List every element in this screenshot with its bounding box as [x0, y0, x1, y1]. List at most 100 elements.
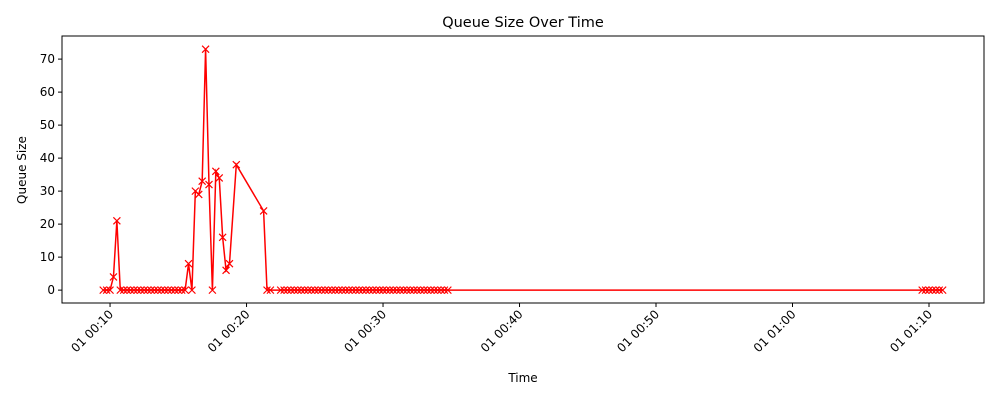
- data-marker: [184, 259, 193, 268]
- data-marker: [225, 259, 234, 268]
- data-marker: [133, 286, 142, 295]
- data-marker: [413, 286, 422, 295]
- data-marker: [331, 286, 340, 295]
- data-marker: [396, 286, 405, 295]
- y-tick-label: 20: [40, 217, 55, 231]
- data-marker: [198, 177, 207, 186]
- data-marker: [925, 286, 933, 295]
- data-marker: [375, 286, 384, 295]
- data-marker: [283, 286, 292, 295]
- data-marker: [112, 216, 121, 225]
- x-tick-label: 01 00:30: [341, 307, 389, 355]
- data-marker: [935, 286, 944, 295]
- data-line: [103, 49, 943, 291]
- x-tick-label: 01 00:50: [614, 307, 662, 355]
- data-marker: [317, 286, 326, 295]
- data-marker: [167, 286, 176, 295]
- data-marker: [218, 233, 227, 242]
- chart-title: Queue Size Over Time: [442, 15, 604, 31]
- data-marker: [205, 180, 213, 189]
- data-marker: [119, 286, 128, 295]
- data-marker: [170, 286, 179, 295]
- data-marker: [402, 286, 411, 295]
- y-tick-label: 60: [40, 85, 55, 99]
- y-tick-label: 10: [40, 250, 55, 264]
- data-marker: [314, 286, 323, 295]
- data-marker: [293, 286, 302, 295]
- data-marker: [130, 286, 138, 295]
- data-marker: [362, 286, 370, 295]
- data-marker: [177, 286, 186, 295]
- data-marker: [420, 286, 428, 295]
- data-marker: [348, 286, 357, 295]
- data-marker: [143, 286, 152, 295]
- data-marker: [153, 286, 162, 295]
- data-marker: [385, 286, 394, 295]
- data-marker: [188, 286, 196, 295]
- data-marker: [99, 286, 108, 295]
- data-marker: [181, 286, 190, 295]
- data-marker: [307, 286, 316, 295]
- data-marker: [222, 266, 230, 275]
- data-marker: [140, 286, 149, 295]
- data-marker: [126, 286, 135, 295]
- data-marker: [423, 286, 432, 295]
- data-marker: [215, 173, 224, 182]
- data-marker: [416, 286, 425, 295]
- data-marker: [194, 190, 203, 199]
- data-marker: [931, 286, 940, 295]
- data-marker: [341, 286, 350, 295]
- data-marker: [338, 286, 347, 295]
- data-marker: [201, 45, 210, 54]
- data-marker: [430, 286, 439, 295]
- data-marker: [368, 286, 377, 295]
- data-marker: [938, 286, 947, 295]
- data-marker: [300, 286, 309, 295]
- data-marker: [321, 286, 329, 295]
- y-axis-label: Queue Size: [15, 136, 29, 204]
- data-marker: [208, 286, 217, 295]
- data-marker: [382, 286, 391, 295]
- data-marker: [266, 286, 275, 295]
- x-tick-label: 01 01:00: [751, 307, 799, 355]
- data-marker: [399, 286, 408, 295]
- data-marker: [409, 286, 418, 295]
- data-marker: [136, 286, 145, 295]
- x-tick-label: 01 01:10: [887, 307, 935, 355]
- data-marker: [334, 286, 343, 295]
- data-marker: [286, 286, 295, 295]
- data-marker: [372, 286, 381, 295]
- y-tick-label: 50: [40, 118, 55, 132]
- data-marker: [232, 160, 241, 169]
- data-marker: [160, 286, 169, 295]
- x-tick-label: 01 00:20: [205, 307, 253, 355]
- data-marker: [928, 286, 937, 295]
- data-marker: [106, 286, 114, 295]
- data-marker: [164, 286, 172, 295]
- data-marker: [358, 286, 367, 295]
- data-marker: [147, 286, 155, 295]
- data-marker: [157, 286, 166, 295]
- y-tick-label: 0: [47, 283, 55, 297]
- data-marker: [389, 286, 398, 295]
- data-marker: [355, 286, 364, 295]
- data-marker: [211, 167, 220, 176]
- data-marker: [174, 286, 183, 295]
- data-marker: [426, 286, 435, 295]
- data-marker: [327, 286, 336, 295]
- data-marker: [280, 286, 288, 295]
- data-marker: [116, 286, 125, 295]
- data-marker: [324, 286, 333, 295]
- data-marker: [297, 286, 306, 295]
- data-marker: [276, 286, 285, 295]
- data-marker: [259, 206, 268, 215]
- data-marker: [437, 286, 445, 295]
- data-marker: [304, 286, 312, 295]
- data-marker: [123, 286, 132, 295]
- data-marker: [150, 286, 159, 295]
- data-marker: [379, 286, 387, 295]
- plot-frame: [61, 35, 985, 304]
- data-marker: [310, 286, 319, 295]
- x-tick-label: 01 00:40: [478, 307, 526, 355]
